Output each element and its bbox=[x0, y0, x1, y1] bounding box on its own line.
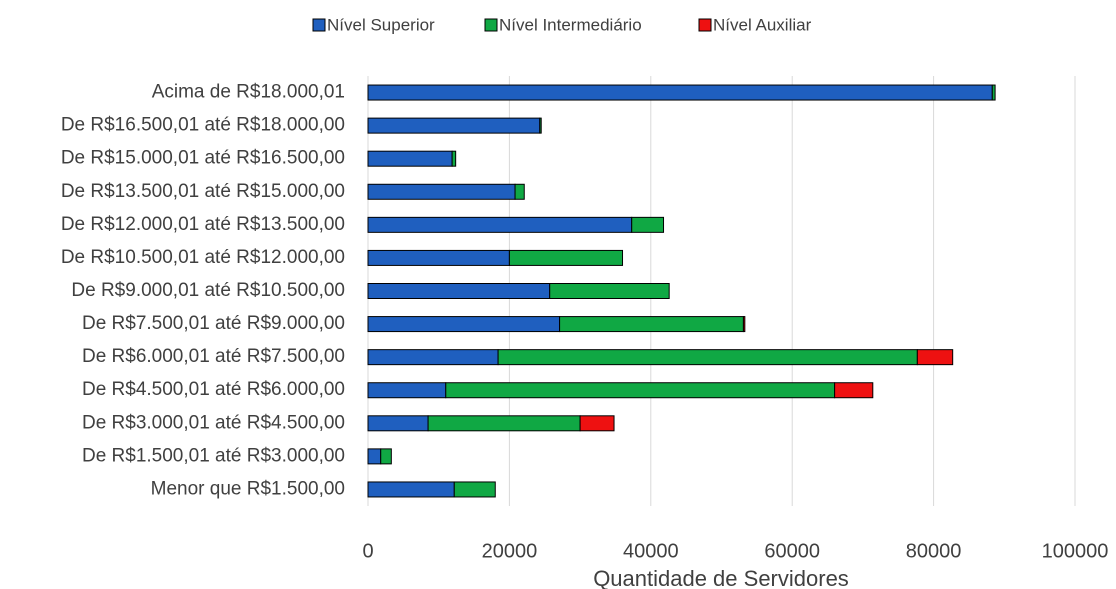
bar-segment bbox=[453, 481, 496, 498]
legend-label: Nível Superior bbox=[327, 15, 435, 34]
x-tick-label: 80000 bbox=[906, 540, 962, 562]
bar-segment bbox=[451, 150, 457, 167]
bar-segment bbox=[367, 382, 447, 399]
y-tick-label: De R$9.000,01 até R$10.500,00 bbox=[71, 280, 345, 301]
y-tick-label: De R$6.000,01 até R$7.500,00 bbox=[82, 346, 345, 367]
bar-segment bbox=[508, 249, 624, 266]
bar-segment bbox=[579, 415, 615, 432]
bar-segment bbox=[367, 283, 551, 299]
bar-segment bbox=[549, 283, 670, 299]
bar-segment bbox=[367, 183, 516, 200]
bar-segment bbox=[991, 84, 996, 101]
legend-swatch bbox=[484, 18, 498, 32]
x-tick-label: 60000 bbox=[764, 540, 820, 562]
legend-swatch bbox=[698, 18, 712, 32]
bar-segment bbox=[742, 316, 746, 333]
x-tick-label: 40000 bbox=[623, 540, 679, 562]
y-tick-label: De R$3.000,01 até R$4.500,00 bbox=[82, 412, 345, 433]
bar-segment bbox=[631, 216, 665, 233]
bar-segment bbox=[367, 249, 510, 266]
bar-segment bbox=[367, 481, 455, 498]
bar-segment bbox=[367, 150, 453, 167]
x-tick-label: 0 bbox=[362, 540, 373, 562]
y-tick-label: De R$13.500,01 até R$15.000,00 bbox=[61, 181, 345, 202]
legend-label: Nível Auxiliar bbox=[713, 15, 812, 34]
bar-segment bbox=[539, 117, 542, 134]
y-tick-label: De R$1.500,01 até R$3.000,00 bbox=[82, 445, 345, 466]
bar-segment bbox=[427, 415, 581, 432]
bar-segment bbox=[367, 316, 561, 333]
bar-segment bbox=[367, 216, 633, 233]
y-tick-label: De R$15.000,01 até R$16.500,00 bbox=[61, 148, 345, 169]
bar-segment bbox=[367, 84, 993, 101]
y-tick-label: De R$10.500,01 até R$12.000,00 bbox=[61, 247, 345, 268]
bar-segment bbox=[367, 349, 499, 366]
bar-segment bbox=[367, 117, 541, 134]
bar-segment bbox=[834, 382, 874, 399]
y-tick-label: De R$16.500,01 até R$18.000,00 bbox=[61, 115, 345, 136]
y-tick-label: Menor que R$1.500,00 bbox=[151, 478, 345, 499]
bar-segment bbox=[559, 316, 744, 333]
y-tick-label: De R$12.000,01 até R$13.500,00 bbox=[61, 214, 345, 235]
bar-segment bbox=[367, 448, 382, 465]
bar-segment bbox=[916, 349, 954, 366]
bar-segment bbox=[380, 448, 392, 465]
bar-segment bbox=[497, 349, 918, 366]
legend-swatch bbox=[312, 18, 326, 32]
y-tick-label: De R$7.500,01 até R$9.000,00 bbox=[82, 313, 345, 334]
y-tick-label: De R$4.500,01 até R$6.000,00 bbox=[82, 379, 345, 400]
bar-segment bbox=[514, 183, 525, 200]
bar-segment bbox=[367, 415, 429, 432]
x-axis-title: Quantidade de Servidores bbox=[593, 566, 849, 589]
x-tick-label: 100000 bbox=[1042, 540, 1109, 562]
x-tick-label: 20000 bbox=[482, 540, 538, 562]
y-tick-label: Acima de R$18.000,01 bbox=[152, 82, 345, 103]
legend-label: Nível Intermediário bbox=[499, 15, 642, 34]
bar-segment bbox=[445, 382, 836, 399]
